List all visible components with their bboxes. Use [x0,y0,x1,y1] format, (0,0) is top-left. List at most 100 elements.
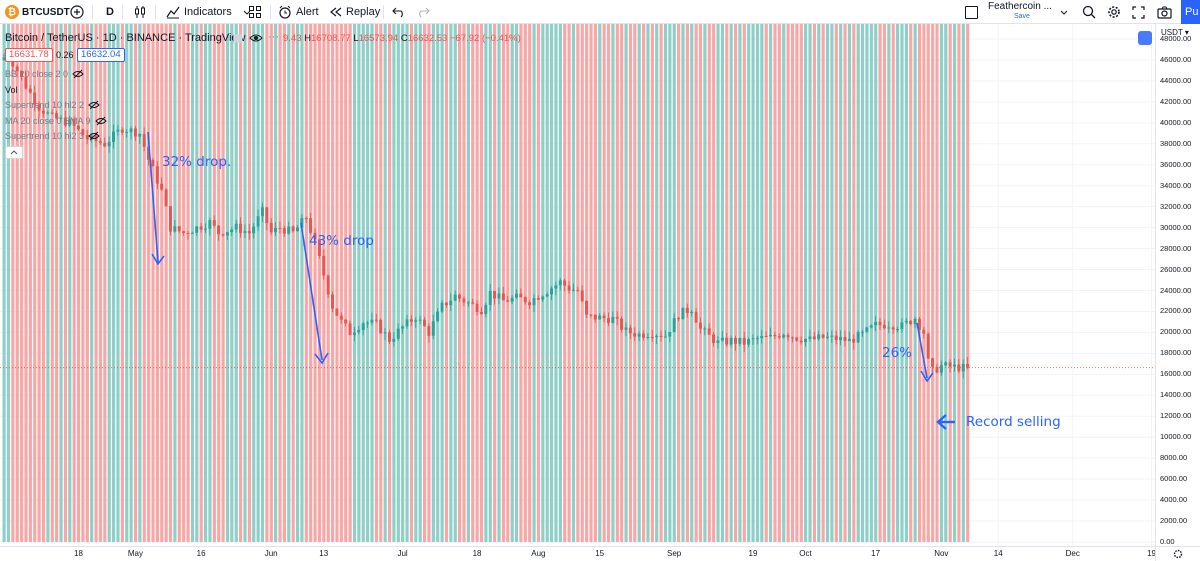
interval-button[interactable]: D [106,6,114,18]
volume-bar [352,24,357,542]
currency-selector[interactable]: USDT ▾ [1161,28,1189,37]
undo-button[interactable] [392,0,406,24]
volume-bar [506,24,510,542]
candle-body [46,112,50,114]
candle-body [335,308,339,316]
indicator-row[interactable]: BB 20 close 2 0 [5,69,84,79]
volume-bar [668,24,672,542]
candle-body [199,226,203,230]
volume-bar [576,24,580,542]
indicator-row[interactable]: MA 20 close 0 SMA 9 [5,116,107,126]
bitcoin-icon: ₿ [5,5,19,19]
volume-bar [462,24,466,542]
candle-body [230,229,234,233]
volume-bar [239,24,243,542]
candle-body [672,318,676,333]
symbol-search-button[interactable]: ₿ BTCUSDT [5,0,70,24]
volume-bar [230,24,234,542]
price-axis[interactable]: USDT ▾ 48000.00 46000.00 44000.00 42000.00 4… [1155,24,1200,546]
price-chart[interactable] [0,24,1155,546]
volume-bar [882,24,887,542]
volume-bar [252,24,256,542]
candle-body [782,334,786,338]
candle-body [265,207,269,223]
candle-body [326,275,330,295]
layout-menu-button[interactable] [1059,0,1069,24]
candle-body [904,320,908,323]
candle-body [786,334,790,338]
indicator-row[interactable]: Supertrend 10 hl2 2 [5,100,100,110]
snapshot-button[interactable] [1157,0,1172,24]
candle-body [458,294,462,299]
replay-button[interactable]: Replay [330,0,380,24]
candle-body [681,307,685,320]
volume-bar [799,24,803,542]
candle-body [576,289,580,291]
volume-bar [939,24,944,542]
volume-bar [103,24,107,542]
indicator-row[interactable]: Supertrend 10 hl2 3 [5,131,100,141]
volume-bar [747,24,751,542]
quick-search-button[interactable] [1082,0,1096,24]
price-tick: 30000.00 [1160,222,1192,232]
volume-bar [703,24,707,542]
ask-price-box[interactable]: 16632.04 [77,48,125,62]
volume-bar [129,24,133,542]
chart-pane[interactable]: Bitcoin / TetherUS · 1D · BINANCE · Trad… [0,24,1155,546]
templates-button[interactable] [248,0,262,24]
volume-bar [107,24,111,542]
volume-bar [41,24,46,542]
volume-bar [6,24,11,542]
auto-scale-button[interactable] [1138,31,1152,45]
plus-circle-icon [70,5,84,19]
volume-bar [896,24,900,542]
volume-bar [278,24,282,542]
volume-bar [444,24,449,542]
more-options-icon[interactable]: ··· [268,31,279,43]
alert-button[interactable]: Alert [278,0,319,24]
time-axis[interactable]: pr18May16Jun13Jul18Aug15Sep19Oct17Nov14D… [0,546,1155,561]
time-tick: Nov [934,549,949,558]
candle-body [304,218,308,220]
candle-body [909,320,913,325]
candle-body [703,328,707,330]
indicator-row[interactable]: Vol [5,85,18,95]
volume-bar [300,24,304,542]
fullscreen-button[interactable] [1132,0,1145,24]
layout-name-button[interactable]: Feathercoin ... Save [988,0,1052,24]
candle-body [309,218,313,233]
settings-gear-small-icon [1173,549,1183,559]
volume-bar [313,24,317,542]
collapse-legend-icon[interactable] [233,34,243,43]
settings-button[interactable] [1107,0,1121,24]
bid-price-box[interactable]: 16631.78 [5,48,53,62]
indicator-label: Supertrend 10 hl2 2 [5,100,85,110]
candle-body [536,298,540,300]
candle-body [85,135,89,140]
time-tick: 16 [196,549,206,558]
eye-icon[interactable] [249,33,263,43]
redo-button[interactable] [416,0,430,24]
volume-bar [265,24,269,542]
candle-body [120,129,124,133]
layout-checkbox[interactable] [965,0,978,24]
publish-button[interactable]: Pu [1181,0,1200,24]
volume-bar [256,24,260,542]
candle-body [462,298,466,303]
layout-name: Feathercoin ... [988,1,1052,12]
candle-body [554,285,558,289]
candle-body [812,336,816,340]
candle-body [817,334,821,340]
collapse-indicators-button[interactable] [5,146,23,159]
candle-body [694,311,698,323]
volume-bar [528,24,532,542]
volume-bar [458,24,462,542]
indicators-button[interactable]: Indicators [166,0,252,24]
time-tick: May [127,549,143,558]
chart-type-button[interactable] [133,0,147,24]
drop3-arrow [916,322,928,379]
candle-body [847,338,851,342]
volume-bar [764,24,768,542]
compare-symbol-button[interactable] [70,0,84,24]
volume-bar [571,24,576,542]
